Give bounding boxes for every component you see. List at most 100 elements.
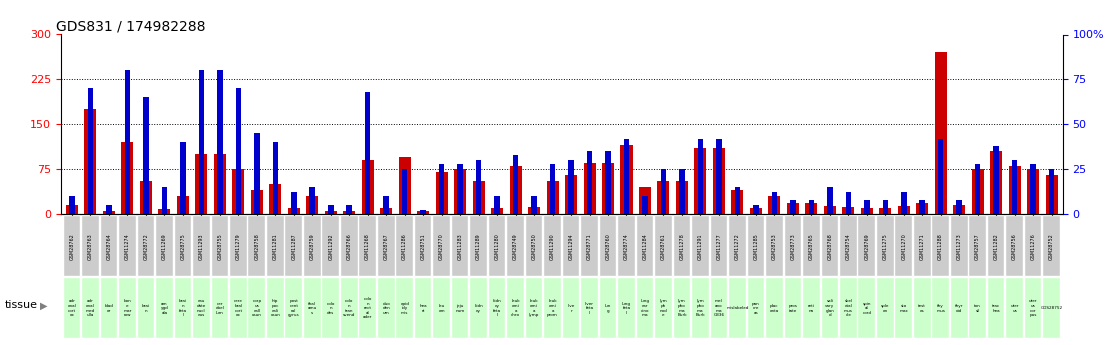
Bar — [1048, 169, 1054, 214]
Text: post
cent
ral
gyrus: post cent ral gyrus — [288, 299, 300, 317]
FancyBboxPatch shape — [692, 278, 708, 338]
Text: kidn
ey
feta
l: kidn ey feta l — [493, 299, 501, 317]
Bar — [232, 169, 245, 214]
Bar — [953, 205, 965, 214]
Bar — [438, 164, 444, 214]
FancyBboxPatch shape — [858, 278, 876, 338]
Bar — [658, 181, 670, 214]
Text: skel
etal
mus
cle: skel etal mus cle — [844, 299, 852, 317]
FancyBboxPatch shape — [803, 278, 819, 338]
FancyBboxPatch shape — [415, 216, 432, 276]
Text: GSM11288: GSM11288 — [939, 233, 943, 259]
Bar — [606, 151, 611, 214]
Bar — [568, 160, 573, 214]
Bar — [680, 169, 685, 214]
Text: GSM11268: GSM11268 — [365, 233, 370, 259]
FancyBboxPatch shape — [730, 278, 746, 338]
Text: GSM28749: GSM28749 — [513, 233, 518, 259]
FancyBboxPatch shape — [674, 216, 691, 276]
Bar — [324, 211, 337, 214]
Text: uter
us: uter us — [1011, 304, 1018, 313]
Text: lung
feta
l: lung feta l — [622, 302, 631, 315]
Bar — [753, 205, 758, 214]
Text: GSM28766: GSM28766 — [346, 233, 352, 259]
Text: reti
na: reti na — [808, 304, 815, 313]
FancyBboxPatch shape — [64, 216, 81, 276]
Bar — [1012, 160, 1017, 214]
Text: tissue: tissue — [4, 300, 38, 310]
FancyBboxPatch shape — [120, 278, 136, 338]
Bar — [103, 211, 115, 214]
Bar — [676, 181, 687, 214]
Bar — [694, 148, 706, 214]
FancyBboxPatch shape — [156, 216, 173, 276]
FancyBboxPatch shape — [489, 216, 506, 276]
Text: epid
idy
mis: epid idy mis — [401, 302, 410, 315]
FancyBboxPatch shape — [803, 216, 819, 276]
Text: mislabeled: mislabeled — [726, 306, 748, 310]
Text: GSM28765: GSM28765 — [809, 233, 814, 259]
FancyBboxPatch shape — [175, 216, 192, 276]
Text: GSM28751: GSM28751 — [421, 233, 426, 259]
FancyBboxPatch shape — [452, 216, 468, 276]
Text: GSM11290: GSM11290 — [550, 233, 555, 259]
Bar — [531, 196, 537, 214]
Text: GSM28763: GSM28763 — [87, 233, 93, 259]
FancyBboxPatch shape — [545, 216, 561, 276]
Text: GSM11271: GSM11271 — [920, 233, 924, 259]
FancyBboxPatch shape — [64, 278, 81, 338]
Text: pros
tate: pros tate — [788, 304, 797, 313]
FancyBboxPatch shape — [545, 278, 561, 338]
Bar — [602, 163, 614, 214]
Bar — [938, 139, 943, 214]
FancyBboxPatch shape — [396, 216, 413, 276]
FancyBboxPatch shape — [433, 278, 449, 338]
Text: GSM28757: GSM28757 — [975, 233, 980, 259]
FancyBboxPatch shape — [360, 216, 376, 276]
Bar — [768, 196, 780, 214]
Bar — [642, 196, 648, 214]
Bar — [272, 142, 278, 214]
Bar — [842, 207, 855, 214]
Text: GSM11294: GSM11294 — [569, 233, 573, 259]
Bar — [898, 206, 910, 214]
FancyBboxPatch shape — [507, 278, 524, 338]
Bar — [473, 181, 485, 214]
Text: plac
enta: plac enta — [769, 304, 779, 313]
Bar — [550, 164, 556, 214]
Bar — [307, 196, 319, 214]
Text: sto
mac: sto mac — [899, 304, 908, 313]
FancyBboxPatch shape — [175, 278, 192, 338]
Bar — [732, 190, 744, 214]
Text: colo
n
tran
svend: colo n tran svend — [343, 299, 355, 317]
FancyBboxPatch shape — [341, 278, 358, 338]
FancyBboxPatch shape — [304, 278, 321, 338]
Text: GSM28754: GSM28754 — [846, 233, 851, 259]
FancyBboxPatch shape — [692, 216, 708, 276]
Bar — [198, 70, 204, 214]
Text: GSM28767: GSM28767 — [384, 233, 389, 259]
Bar — [346, 205, 352, 214]
FancyBboxPatch shape — [655, 216, 672, 276]
Text: lung
car
cino
ma: lung car cino ma — [641, 299, 650, 317]
FancyBboxPatch shape — [304, 216, 321, 276]
Bar — [291, 193, 297, 214]
FancyBboxPatch shape — [932, 278, 949, 338]
Bar — [180, 142, 186, 214]
Bar — [697, 139, 703, 214]
Text: jeju
num: jeju num — [455, 304, 465, 313]
Text: lym
pho
ma
Burk: lym pho ma Burk — [677, 299, 686, 317]
FancyBboxPatch shape — [637, 278, 653, 338]
Bar — [383, 196, 389, 214]
Text: thyr
oid: thyr oid — [955, 304, 963, 313]
FancyBboxPatch shape — [267, 216, 283, 276]
FancyBboxPatch shape — [766, 278, 783, 338]
FancyBboxPatch shape — [286, 216, 302, 276]
FancyBboxPatch shape — [747, 216, 764, 276]
FancyBboxPatch shape — [360, 278, 376, 338]
Text: leuk
emi
a
prom: leuk emi a prom — [547, 299, 558, 317]
Bar — [214, 154, 226, 214]
Bar — [177, 196, 189, 214]
Bar — [917, 203, 929, 214]
Text: GSM11272: GSM11272 — [735, 233, 739, 259]
